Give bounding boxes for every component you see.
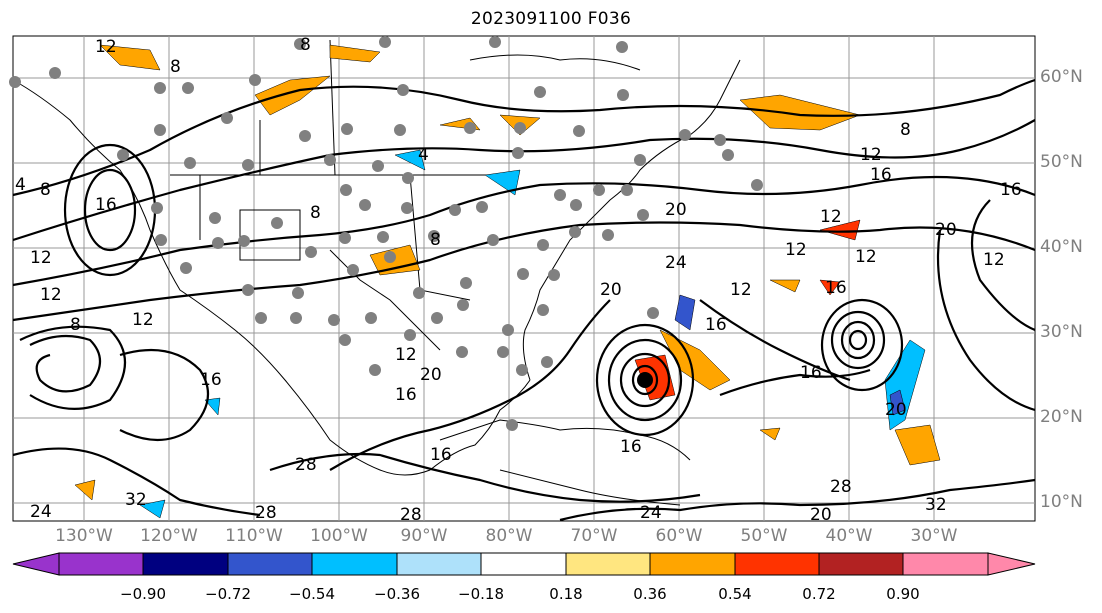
lon-label: 30°W: [910, 526, 958, 546]
contour-label: 12: [730, 280, 752, 300]
contour-label: 16: [395, 385, 417, 405]
contour-label: 12: [820, 207, 842, 227]
lon-label: 100°W: [310, 526, 368, 546]
contour-label: 20: [600, 280, 622, 300]
lon-label: 80°W: [485, 526, 533, 546]
colorbar-tick-label: −0.90: [120, 585, 166, 603]
colorbar-segment: [396, 552, 482, 576]
contour-label: 16: [620, 437, 642, 457]
colorbar-segment: [818, 552, 904, 576]
contour-label: 24: [30, 502, 52, 522]
contour-label: 12: [95, 37, 117, 57]
contour-label: 16: [430, 445, 452, 465]
contour-label: 24: [665, 253, 687, 273]
contour-lines: [12, 78, 1036, 522]
colorbar-segment: [649, 552, 736, 576]
station-markers: [9, 36, 763, 431]
map-title: 2023091100 F036: [470, 9, 632, 29]
colorbar-tick-label: 0.54: [718, 585, 752, 603]
contour-label: 8: [300, 35, 311, 55]
contour-label: 12: [983, 250, 1005, 270]
colorbar-segment: [58, 552, 144, 576]
lon-label: 40°W: [825, 526, 873, 546]
lon-label: 70°W: [570, 526, 618, 546]
contour-label: 32: [125, 490, 147, 510]
lat-label: 30°N: [1040, 322, 1083, 342]
contour-label: 16: [870, 165, 892, 185]
colorbar-segment: [480, 552, 567, 576]
contour-label: 28: [295, 455, 317, 475]
colorbar-tick-label: 0.72: [802, 585, 836, 603]
lon-label: 50°W: [740, 526, 788, 546]
shaded-fields: [74, 44, 941, 519]
contour-label: 8: [430, 230, 441, 250]
contour-label: 8: [40, 180, 51, 200]
lat-label: 10°N: [1040, 492, 1083, 512]
contour-label: 12: [785, 240, 807, 260]
contour-label: 20: [420, 365, 442, 385]
lon-label: 110°W: [225, 526, 283, 546]
contour-label: 32: [925, 495, 947, 515]
contour-label: 16: [825, 278, 847, 298]
contour-label: 24: [640, 503, 662, 523]
contour-label: 28: [830, 477, 852, 497]
colorbar: [12, 552, 1036, 576]
contour-label: 8: [70, 315, 81, 335]
colorbar-segment: [227, 552, 313, 576]
contour-label: 28: [400, 505, 422, 525]
contour-label: 12: [855, 247, 877, 267]
contour-label: 20: [810, 505, 832, 525]
colorbar-segment: [902, 552, 989, 576]
contour-label: 8: [900, 120, 911, 140]
lat-label: 60°N: [1040, 67, 1083, 87]
contour-label: 16: [800, 363, 822, 383]
colorbar-segment: [142, 552, 229, 576]
contour-label: 8: [170, 57, 181, 77]
contour-label: 16: [1000, 180, 1022, 200]
storm-center: [637, 372, 653, 388]
contour-label: 20: [885, 400, 907, 420]
colorbar-segment: [311, 552, 398, 576]
contour-label: 12: [132, 310, 154, 330]
lat-label: 50°N: [1040, 152, 1083, 172]
colorbar-segment: [565, 552, 651, 576]
colorbar-tick-label: 0.90: [886, 585, 920, 603]
contour-label: 12: [30, 248, 52, 268]
contour-label: 4: [15, 175, 26, 195]
lat-label: 20°N: [1040, 407, 1083, 427]
contour-label: 4: [418, 145, 429, 165]
lon-label: 60°W: [655, 526, 703, 546]
colorbar-tick-label: −0.72: [205, 585, 251, 603]
contour-label: 12: [40, 285, 62, 305]
colorbar-tick-label: 0.36: [633, 585, 667, 603]
lon-label: 90°W: [400, 526, 448, 546]
contour-value-labels: 12 8 8 4 8 12 12 16 16 28 32 24 28 28 24…: [15, 35, 1022, 525]
contour-label: 16: [705, 315, 727, 335]
contour-label: 8: [310, 203, 321, 223]
contour-label: 20: [665, 200, 687, 220]
lat-label: 40°N: [1040, 237, 1083, 257]
contour-label: 12: [860, 145, 882, 165]
lon-label: 120°W: [140, 526, 198, 546]
contour-label: 12: [395, 345, 417, 365]
contour-label: 16: [200, 370, 222, 390]
colorbar-min-extension: [12, 552, 60, 576]
colorbar-tick-label: −0.18: [458, 585, 504, 603]
colorbar-max-extension: [987, 552, 1036, 576]
contour-label: 20: [935, 220, 957, 240]
contour-label: 28: [255, 503, 277, 523]
colorbar-tick-label: −0.54: [289, 585, 335, 603]
colorbar-tick-label: 0.18: [549, 585, 583, 603]
lon-label: 130°W: [55, 526, 113, 546]
contour-label: 16: [95, 195, 117, 215]
colorbar-segment: [734, 552, 820, 576]
colorbar-tick-label: −0.36: [374, 585, 420, 603]
